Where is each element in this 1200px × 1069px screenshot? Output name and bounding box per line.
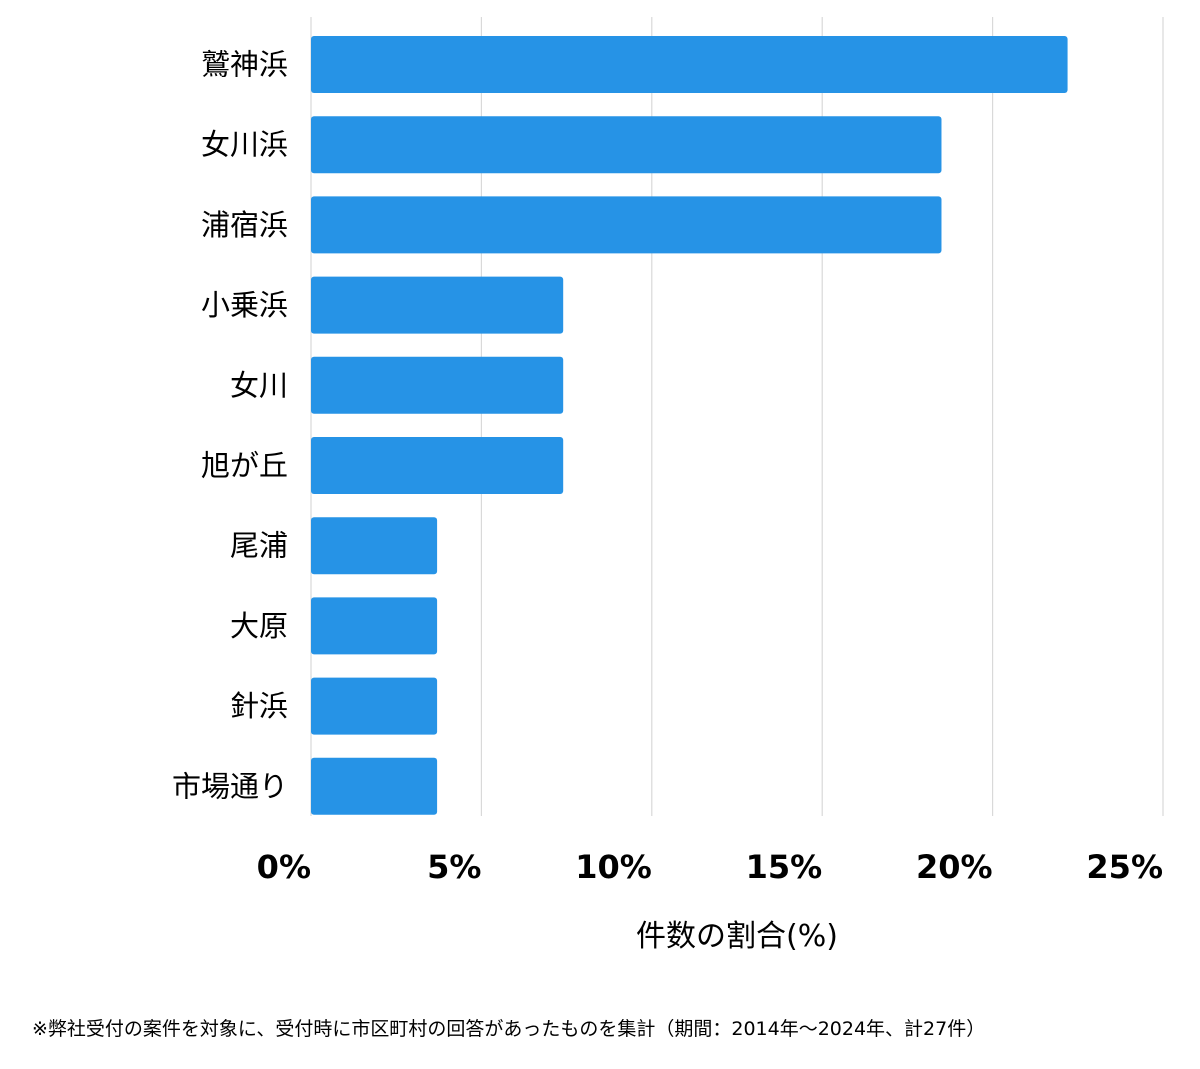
category-label: 旭が丘 [201,449,288,483]
bar [311,196,942,254]
bar [311,116,942,174]
x-tick-label: 0% [257,848,311,886]
x-tick-label: 20% [916,848,993,886]
category-label: 小乗浜 [201,288,288,322]
x-tick-label: 5% [427,848,481,886]
x-axis-title: 件数の割合(%) [636,919,838,954]
category-label: 市場通り [172,769,288,803]
bar [311,597,438,655]
bar [311,356,564,414]
category-label: 大原 [230,609,288,643]
category-label: 女川 [230,368,288,402]
category-label: 女川浜 [201,128,288,162]
category-label: 浦宿浜 [201,208,288,242]
category-label: 針浜 [230,689,288,723]
bar [311,677,438,735]
category-label: 尾浦 [230,529,288,563]
bar [311,276,564,334]
x-tick-label: 15% [746,848,823,886]
bar [311,437,564,494]
x-tick-label: 10% [575,848,652,886]
footnote: ※弊社受付の案件を対象に、受付時に市区町村の回答があったものを集計（期間：201… [32,1018,986,1040]
bar [311,517,438,575]
bar [311,36,1068,93]
bar [311,757,438,815]
bars [311,36,1068,815]
x-tick-labels: 0% 5% 10% 15% 20% 25% [257,848,1163,886]
x-tick-label: 25% [1086,848,1163,886]
category-label: 鷲神浜 [201,48,288,82]
